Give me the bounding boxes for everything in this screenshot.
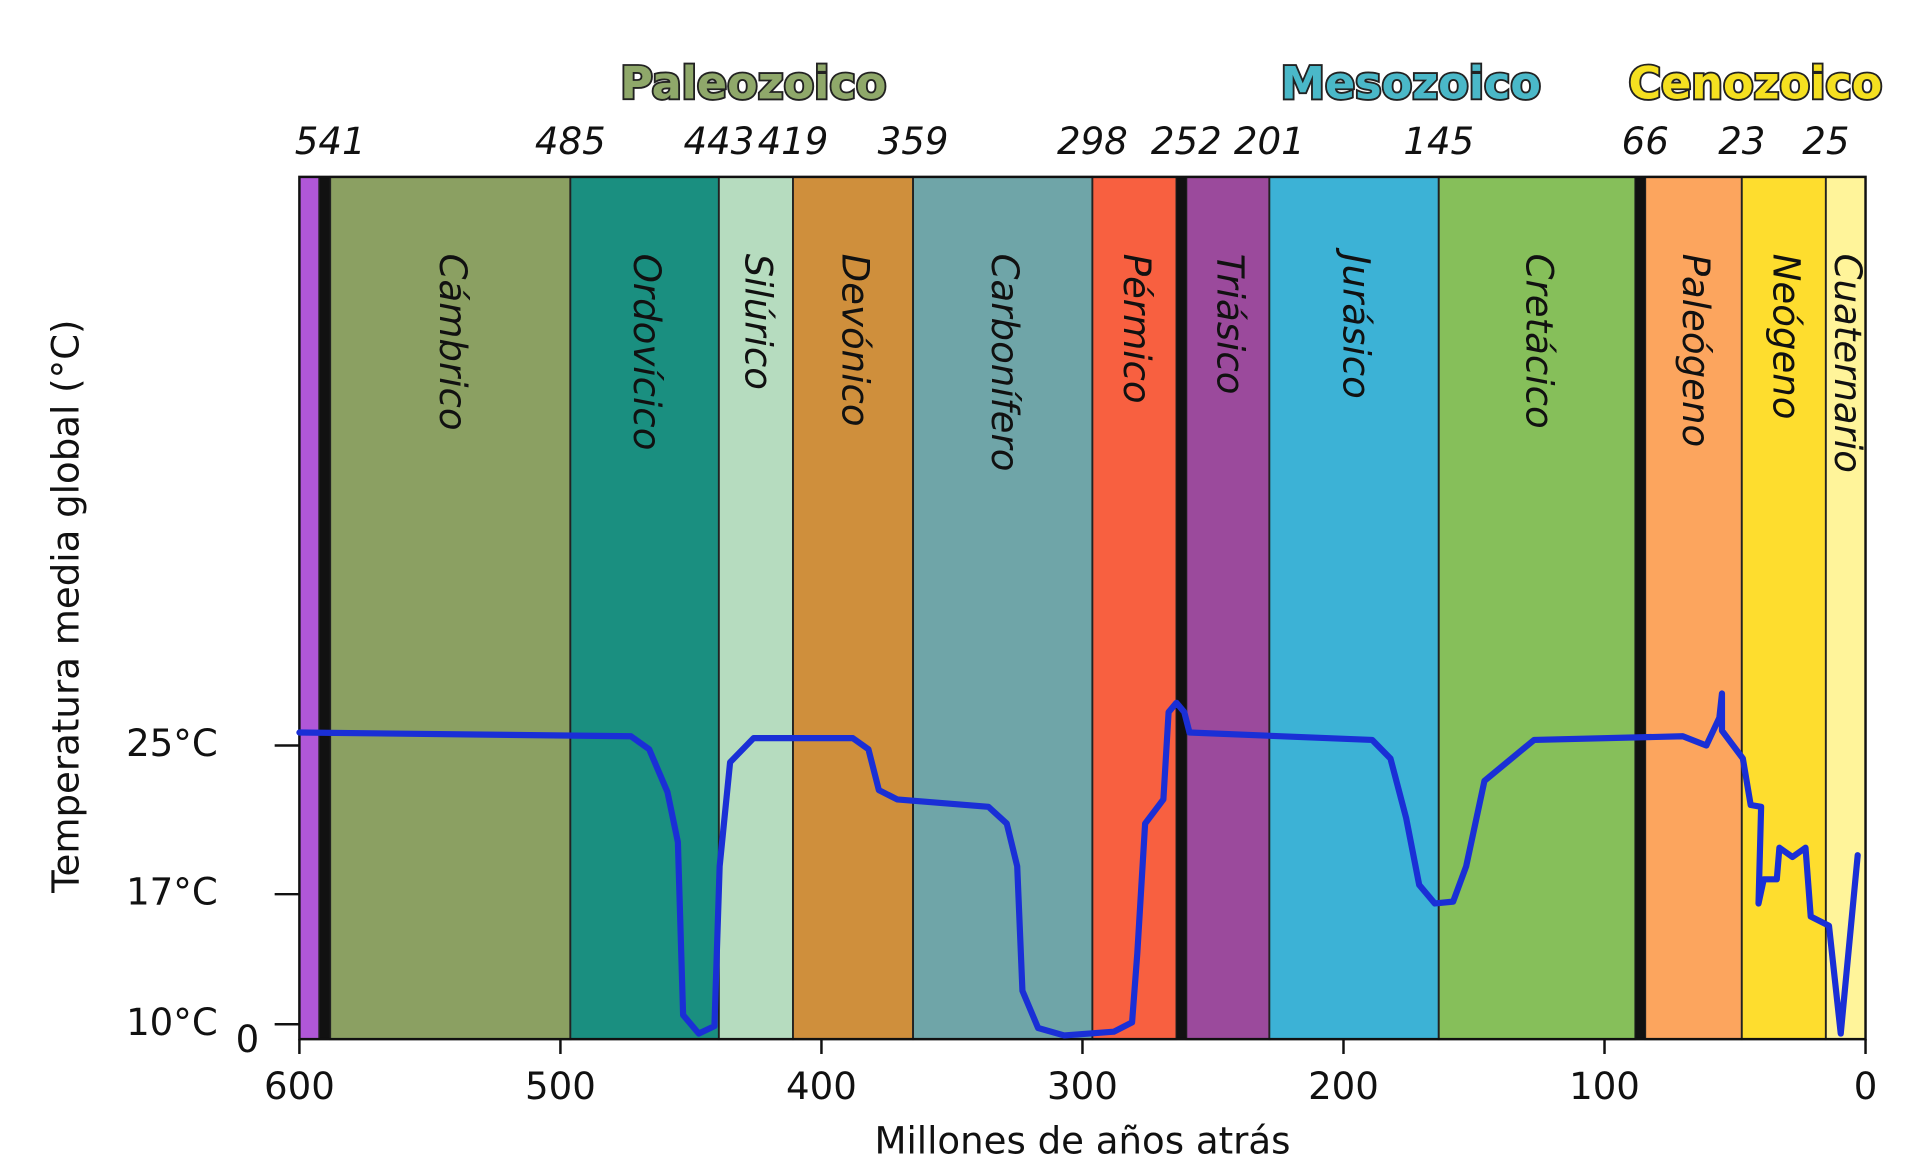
period-label: Neógeno — [1764, 254, 1807, 420]
boundary-label: 485 — [535, 120, 606, 163]
period-band — [569, 175, 720, 1041]
era-label: Cenozoico — [1628, 58, 1882, 110]
x-tick-label: 300 — [1047, 1065, 1118, 1108]
y-tick-label: 25°C — [126, 722, 218, 765]
x-axis-title: Millones de años atrás — [874, 1120, 1290, 1163]
period-label: Pérmico — [1115, 254, 1158, 404]
boundary-label: 23 — [1718, 120, 1765, 163]
x-tick-label: 100 — [1569, 1065, 1640, 1108]
x-tick-label: 600 — [264, 1065, 335, 1108]
period-band — [298, 175, 321, 1041]
temperature-line — [296, 690, 1861, 1039]
x-tick-label: 200 — [1308, 1065, 1379, 1108]
boundary-label: 66 — [1622, 120, 1669, 163]
boundary-label: 419 — [758, 120, 829, 163]
period-label: Silúrico — [736, 254, 779, 390]
period-label: Jurásico — [1335, 247, 1378, 399]
period-label: Devónico — [834, 254, 877, 427]
period-label: Ordovícico — [625, 254, 668, 451]
period-band — [1091, 175, 1178, 1041]
x-tick-label: 0 — [1854, 1065, 1878, 1108]
boundary-label: 252 — [1151, 120, 1222, 163]
period-band — [1824, 175, 1867, 1041]
period-band — [1644, 175, 1743, 1041]
boundary-label: 25 — [1802, 120, 1849, 163]
y-axis-title: Temperatura media global (°C) — [45, 319, 88, 893]
origin-label: 0 — [236, 1018, 260, 1061]
period-band — [792, 175, 914, 1041]
era-label: Mesozoico — [1281, 58, 1541, 110]
x-tick-label: 500 — [525, 1065, 596, 1108]
period-label: Cámbrico — [431, 254, 474, 431]
period-label: Cuaternario — [1826, 254, 1869, 473]
period-label: Triásico — [1208, 254, 1251, 395]
period-band — [329, 175, 572, 1041]
period-label: Carbonífero — [983, 254, 1026, 472]
era-label: Paleozoico — [620, 58, 886, 110]
boundary-label: 145 — [1403, 120, 1474, 163]
y-tick-label: 17°C — [126, 871, 218, 914]
y-tick-label: 10°C — [126, 1001, 218, 1044]
boundary-label: 443 — [683, 120, 754, 163]
period-label: Paleógeno — [1674, 254, 1717, 448]
boundary-label: 541 — [295, 120, 366, 163]
x-tick-label: 400 — [786, 1065, 857, 1108]
boundary-label: 298 — [1057, 120, 1128, 163]
boundary-label: 359 — [878, 120, 949, 163]
period-label: Cretácico — [1518, 254, 1561, 429]
boundary-label: 201 — [1234, 120, 1305, 163]
period-band — [1268, 175, 1440, 1041]
period-band — [912, 175, 1094, 1041]
